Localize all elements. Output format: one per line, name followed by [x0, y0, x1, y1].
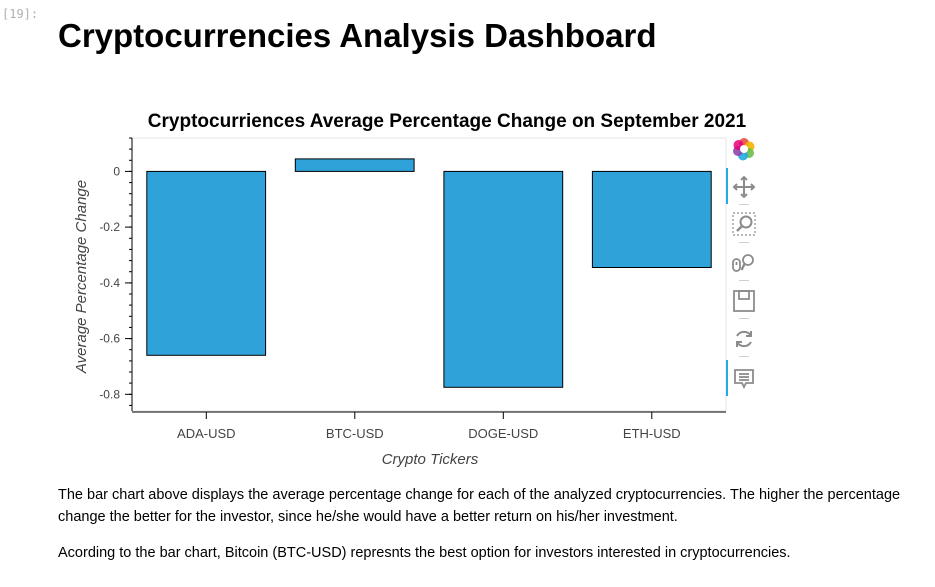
chart-title: Cryptocurriences Average Percentage Chan… — [148, 111, 747, 132]
x-tick-label: ETH-USD — [623, 426, 681, 441]
conclusion-paragraph: Acording to the bar chart, Bitcoin (BTC-… — [58, 545, 791, 561]
x-tick-label: DOGE-USD — [468, 426, 538, 441]
description-paragraph: The bar chart above displays the average… — [58, 487, 901, 525]
bar-eth-usd[interactable] — [591, 170, 712, 268]
page-title: Cryptocurrencies Analysis Dashboard — [58, 17, 657, 54]
y-tick-label: -0.2 — [99, 220, 120, 234]
reset-tool-icon[interactable] — [731, 326, 757, 352]
cell-prompt: [19]: — [2, 7, 39, 21]
toolbar-divider — [739, 280, 749, 281]
toolbar-divider — [739, 318, 749, 319]
x-tick-label: BTC-USD — [326, 426, 384, 441]
toolbar-divider — [739, 242, 749, 243]
bar-btc-usd[interactable] — [294, 158, 415, 172]
toolbar-divider — [739, 356, 749, 357]
y-tick-label: -0.4 — [99, 276, 120, 290]
y-tick-label: 0 — [113, 164, 120, 178]
hover-tool-icon[interactable] — [731, 366, 757, 392]
x-axis-label: Crypto Tickers — [382, 451, 479, 468]
wheel-zoom-tool-icon[interactable] — [731, 250, 757, 276]
y-tick-label: -0.6 — [99, 332, 120, 346]
hover-active-indicator — [726, 360, 728, 396]
box-zoom-tool-icon[interactable] — [731, 211, 757, 237]
y-axis-label: Average Percentage Change — [73, 180, 90, 374]
x-tick-label: ADA-USD — [177, 426, 236, 441]
pan-active-indicator — [726, 168, 728, 204]
save-tool-icon[interactable] — [731, 288, 757, 314]
bar-ada-usd[interactable] — [146, 170, 267, 356]
bar-chart: Cryptocurriences Average Percentage Chan… — [60, 100, 780, 480]
toolbar-divider — [739, 204, 749, 205]
bokeh-logo-icon — [731, 136, 757, 162]
bar-doge-usd[interactable] — [443, 170, 564, 388]
chart-toolbar — [725, 134, 765, 404]
y-tick-label: -0.8 — [99, 387, 120, 401]
pan-tool-icon[interactable] — [731, 174, 757, 200]
